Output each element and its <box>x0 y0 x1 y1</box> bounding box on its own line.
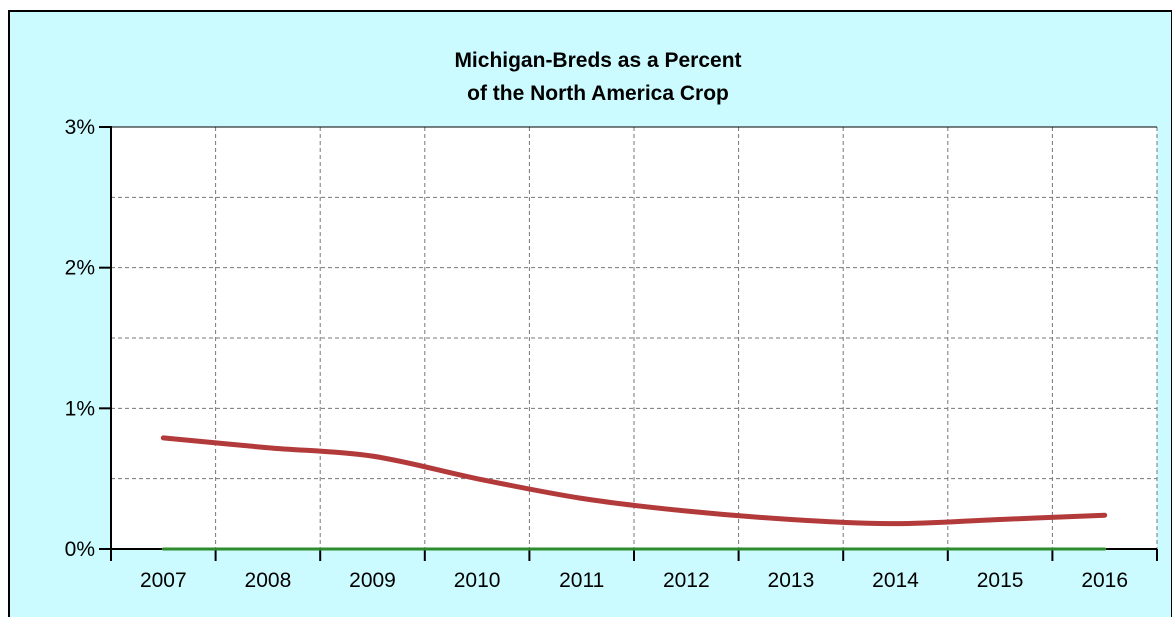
series-line-main <box>160 435 1108 527</box>
chart-title-line-1: Michigan-Breds as a Percent <box>454 49 741 72</box>
x-tick-label: 2013 <box>768 569 815 592</box>
tick-labels: 0% 1% 2% 3% 2007 2008 2009 2010 2011 2012 2013 2014… <box>65 116 1128 592</box>
y-tick-label: 2% <box>65 257 95 280</box>
series-layer <box>160 435 1108 551</box>
x-tick-label: 2011 <box>559 569 604 592</box>
x-tick-label: 2008 <box>245 569 292 592</box>
x-tick-label: 2009 <box>349 569 396 592</box>
chart-title-line-2: of the North America Crop <box>467 82 729 105</box>
x-tick-label: 2012 <box>663 569 710 592</box>
x-tick-label: 2014 <box>872 569 919 592</box>
x-tick-label: 2010 <box>454 569 501 592</box>
x-tick-label: 2015 <box>977 569 1024 592</box>
y-tick-label: 0% <box>65 538 95 561</box>
x-tick-label: 2007 <box>140 569 187 592</box>
y-tick-label: 3% <box>65 116 95 139</box>
grid <box>111 126 1158 549</box>
x-tick-label: 2016 <box>1081 569 1128 592</box>
y-tick-label: 1% <box>65 397 95 420</box>
